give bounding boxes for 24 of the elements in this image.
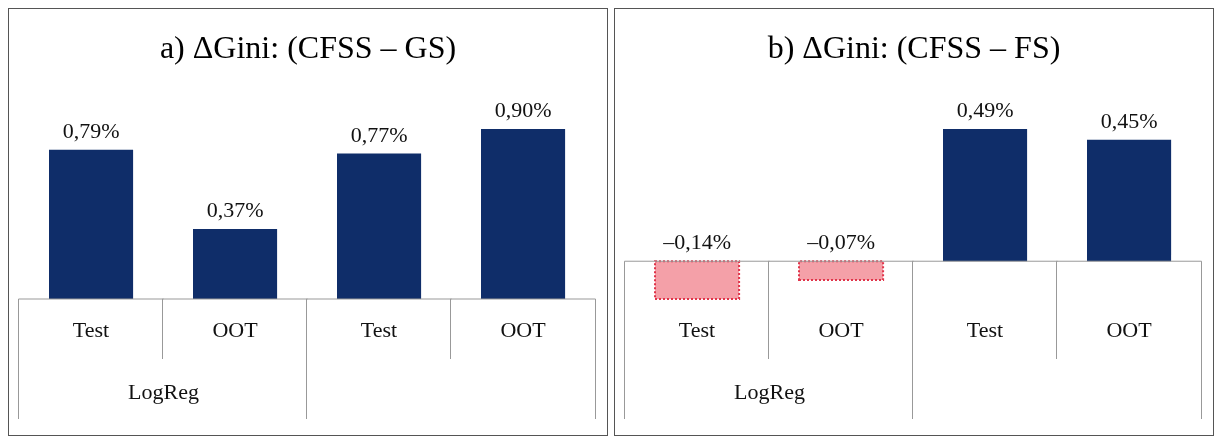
x-tick-label: OOT — [500, 317, 547, 342]
data-label: 0,49% — [956, 97, 1014, 122]
x-tick-label: OOT — [1106, 317, 1153, 342]
data-label: 0,45% — [1100, 107, 1158, 133]
data-label: 0,90% — [494, 97, 552, 122]
data-label: 0,79% — [62, 117, 120, 143]
data-label: 0,37% — [206, 197, 264, 223]
chart-title: a) ΔGini: (CFSS – GS) — [158, 29, 458, 67]
x-tick-label: Test — [360, 317, 398, 342]
x-tick-label: OOT — [212, 317, 259, 342]
bar — [337, 153, 422, 299]
bar — [193, 229, 278, 299]
x-tick-label: Test — [678, 317, 716, 342]
x-tick-label: Test — [966, 317, 1004, 342]
bar — [49, 149, 134, 299]
data-label: 0,77% — [350, 121, 408, 147]
data-label: –0,07% — [806, 229, 875, 255]
bar — [481, 129, 566, 299]
data-label: –0,14% — [662, 229, 731, 255]
text: LogReg — [734, 379, 805, 404]
x-tick-label: OOT — [818, 317, 865, 342]
x-tick-label: Test — [72, 317, 110, 342]
text: LogReg — [128, 379, 199, 404]
chart-title: b) ΔGini: (CFSS – FS) — [766, 29, 1062, 67]
